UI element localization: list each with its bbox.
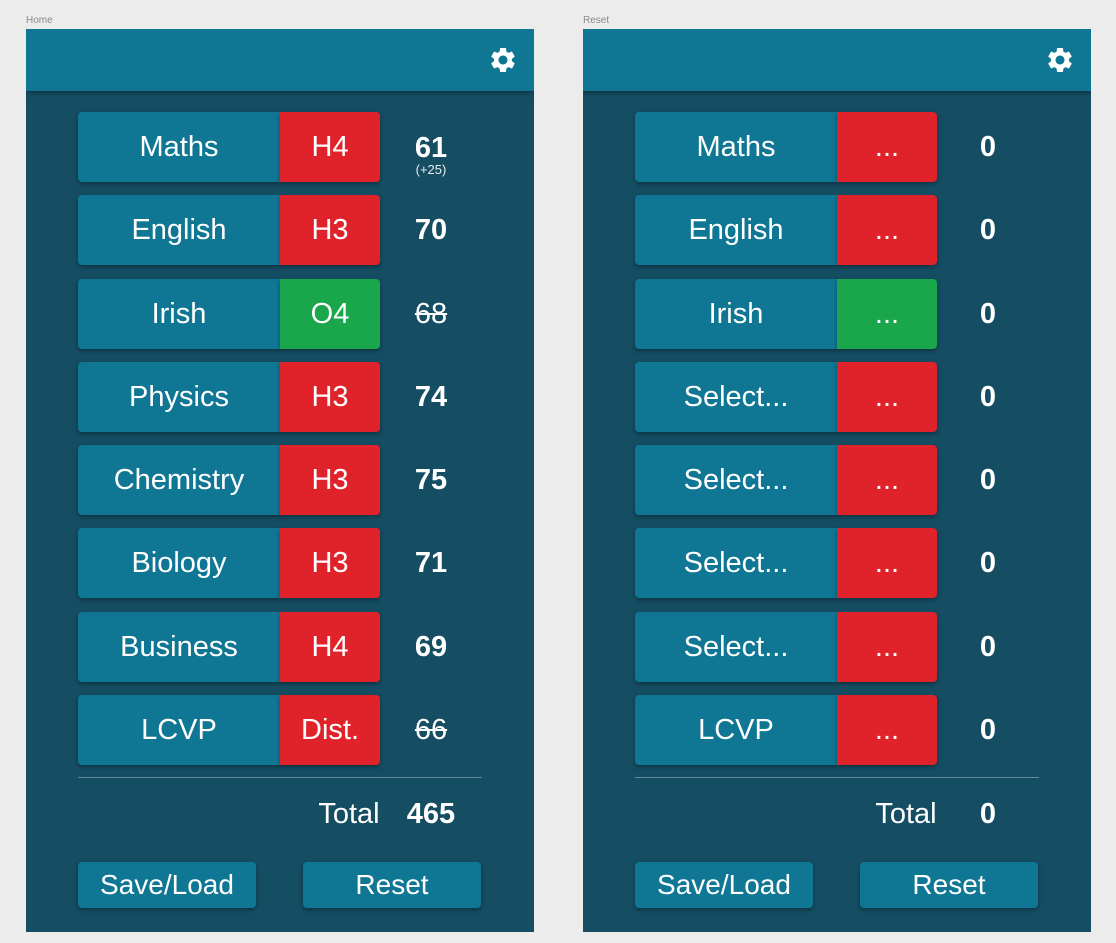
points-display: 0 [957,195,1019,265]
reset-button[interactable]: Reset [860,862,1038,908]
grade-select-button[interactable]: ... [837,195,937,265]
grade-select-button[interactable]: H4 [280,612,380,682]
subject-row: LCVP Dist. 66 [78,695,508,765]
subject-select-button[interactable]: Irish [78,279,280,349]
bonus-points: (+25) [415,162,447,177]
points-display: 61 (+25) [400,112,462,190]
points-value: 0 [979,547,997,579]
subject-select-button[interactable]: Select... [635,612,837,682]
subject-select-button[interactable]: LCVP [78,695,280,765]
frame-label-reset: Reset [583,15,610,26]
subject-select-button[interactable]: Maths [635,112,837,182]
grade-select-button[interactable]: H3 [280,528,380,598]
subject-row: Irish... 0 [635,279,1065,349]
points-value: 68 [414,298,448,330]
points-value: 75 [414,464,448,496]
subject-row: Business H4 69 [78,612,508,682]
subject-row: Select...... 0 [635,445,1065,515]
points-display: 69 [400,612,462,682]
subject-select-button[interactable]: Chemistry [78,445,280,515]
gear-icon[interactable] [1045,45,1075,75]
points-value: 0 [979,298,997,330]
total-value: 465 [406,797,456,830]
points-display: 71 [400,528,462,598]
points-display: 0 [957,112,1019,182]
subject-select-button[interactable]: LCVP [635,695,837,765]
points-value: 70 [414,214,448,246]
points-display: 70 [400,195,462,265]
grade-select-button[interactable]: H4 [280,112,380,182]
gear-icon[interactable] [488,45,518,75]
total-label: Total [318,797,380,830]
points-value: 0 [979,631,997,663]
total-label: Total [875,797,937,830]
subject-select-button[interactable]: Biology [78,528,280,598]
subject-select-button[interactable]: Physics [78,362,280,432]
grade-select-button[interactable]: ... [837,528,937,598]
points-value: 0 [979,381,997,413]
subject-row: Biology H3 71 [78,528,508,598]
grade-select-button[interactable]: H3 [280,195,380,265]
subject-select-button[interactable]: Irish [635,279,837,349]
total-divider [635,777,1039,778]
subject-row: English... 0 [635,195,1065,265]
points-value: 74 [414,381,448,413]
points-display: 0 [957,528,1019,598]
reset-button[interactable]: Reset [303,862,481,908]
grade-select-button[interactable]: ... [837,362,937,432]
grade-select-button[interactable]: Dist. [280,695,380,765]
subject-select-button[interactable]: Maths [78,112,280,182]
subject-row: English H3 70 [78,195,508,265]
grade-select-button[interactable]: ... [837,695,937,765]
points-value: 71 [414,547,448,579]
subject-select-button[interactable]: Select... [635,362,837,432]
save-load-button[interactable]: Save/Load [635,862,813,908]
subject-row: Select...... 0 [635,362,1065,432]
grade-select-button[interactable]: H3 [280,445,380,515]
total-divider [78,777,482,778]
points-value: 0 [979,464,997,496]
grade-select-button[interactable]: O4 [280,279,380,349]
points-value: 0 [979,131,997,163]
subject-row: Select...... 0 [635,612,1065,682]
subject-row: Maths H4 61 (+25) [78,112,508,182]
grade-select-button[interactable]: ... [837,279,937,349]
app-bar [26,29,534,91]
grade-select-button[interactable]: ... [837,445,937,515]
subject-row: Select...... 0 [635,528,1065,598]
points-display: 0 [957,695,1019,765]
points-display: 0 [957,612,1019,682]
subject-row: Maths... 0 [635,112,1065,182]
subject-row: Irish O4 68 [78,279,508,349]
points-value: 66 [414,714,448,746]
points-display: 0 [957,362,1019,432]
subject-row: LCVP... 0 [635,695,1065,765]
points-display: 0 [957,279,1019,349]
grade-select-button[interactable]: ... [837,612,937,682]
points-value: 0 [979,214,997,246]
app-bar [583,29,1091,91]
subject-select-button[interactable]: English [635,195,837,265]
home-screen: Maths H4 61 (+25) English H3 70 Irish O4 68 Physic… [26,29,534,932]
points-value: 61 [414,132,448,164]
subject-row: Physics H3 74 [78,362,508,432]
frame-label-home: Home [26,15,53,26]
save-load-button[interactable]: Save/Load [78,862,256,908]
subject-select-button[interactable]: Business [78,612,280,682]
grade-select-button[interactable]: ... [837,112,937,182]
points-value: 0 [979,714,997,746]
reset-screen: Maths... 0 English... 0 Irish... 0 Select.....… [583,29,1091,932]
points-value: 69 [414,631,448,663]
subject-select-button[interactable]: Select... [635,528,837,598]
subject-row: Chemistry H3 75 [78,445,508,515]
subject-select-button[interactable]: Select... [635,445,837,515]
points-display: 66 [400,695,462,765]
points-display: 0 [957,445,1019,515]
subject-select-button[interactable]: English [78,195,280,265]
grade-select-button[interactable]: H3 [280,362,380,432]
points-display: 75 [400,445,462,515]
points-display: 68 [400,279,462,349]
total-value: 0 [979,797,997,830]
points-display: 74 [400,362,462,432]
